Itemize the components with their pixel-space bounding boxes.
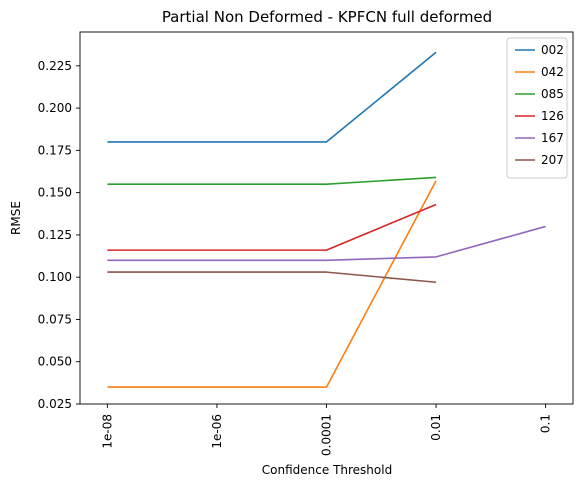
y-tick-label: 0.025: [38, 397, 72, 411]
legend-label-042: 042: [541, 65, 564, 79]
legend-label-002: 002: [541, 43, 564, 57]
x-tick-label: 1e-08: [100, 414, 114, 449]
legend-label-167: 167: [541, 131, 564, 145]
x-tick-label: 0.1: [539, 414, 553, 433]
y-tick-label: 0.050: [38, 355, 72, 369]
plot-area: 0.025 0.050 0.075 0.100 0.125 0.150 0.175 0.200…: [38, 31, 574, 456]
series-line-167: [107, 225, 546, 262]
legend-label-085: 085: [541, 87, 564, 101]
x-tick-label: 0.0001: [320, 414, 334, 456]
y-tick-label: 0.100: [38, 270, 72, 284]
x-tick-label: 0.01: [429, 414, 443, 441]
y-tick-label: 0.200: [38, 101, 72, 115]
x-axis-label: Confidence Threshold: [262, 463, 392, 477]
y-axis-label: RMSE: [9, 201, 23, 235]
y-tick-label: 0.225: [38, 59, 72, 73]
y-tick-label: 0.150: [38, 186, 72, 200]
series-line-085: [107, 176, 437, 185]
y-tick-label: 0.125: [38, 228, 72, 242]
legend-label-207: 207: [541, 153, 564, 167]
series-line-002: [107, 51, 437, 143]
legend-box: [506, 37, 568, 179]
x-tick-label: 1e-06: [210, 414, 224, 449]
chart-title: Partial Non Deformed - KPFCN full deform…: [162, 8, 492, 26]
series-line-126: [107, 203, 437, 251]
legend-label-126: 126: [541, 109, 564, 123]
plot-frame: [79, 31, 574, 405]
y-tick-label: 0.075: [38, 312, 72, 326]
y-tick-label: 0.175: [38, 143, 72, 157]
legend: 002 042 085 126 167 207: [506, 37, 568, 179]
series-line-207: [107, 271, 437, 284]
series-line-042: [107, 180, 437, 388]
